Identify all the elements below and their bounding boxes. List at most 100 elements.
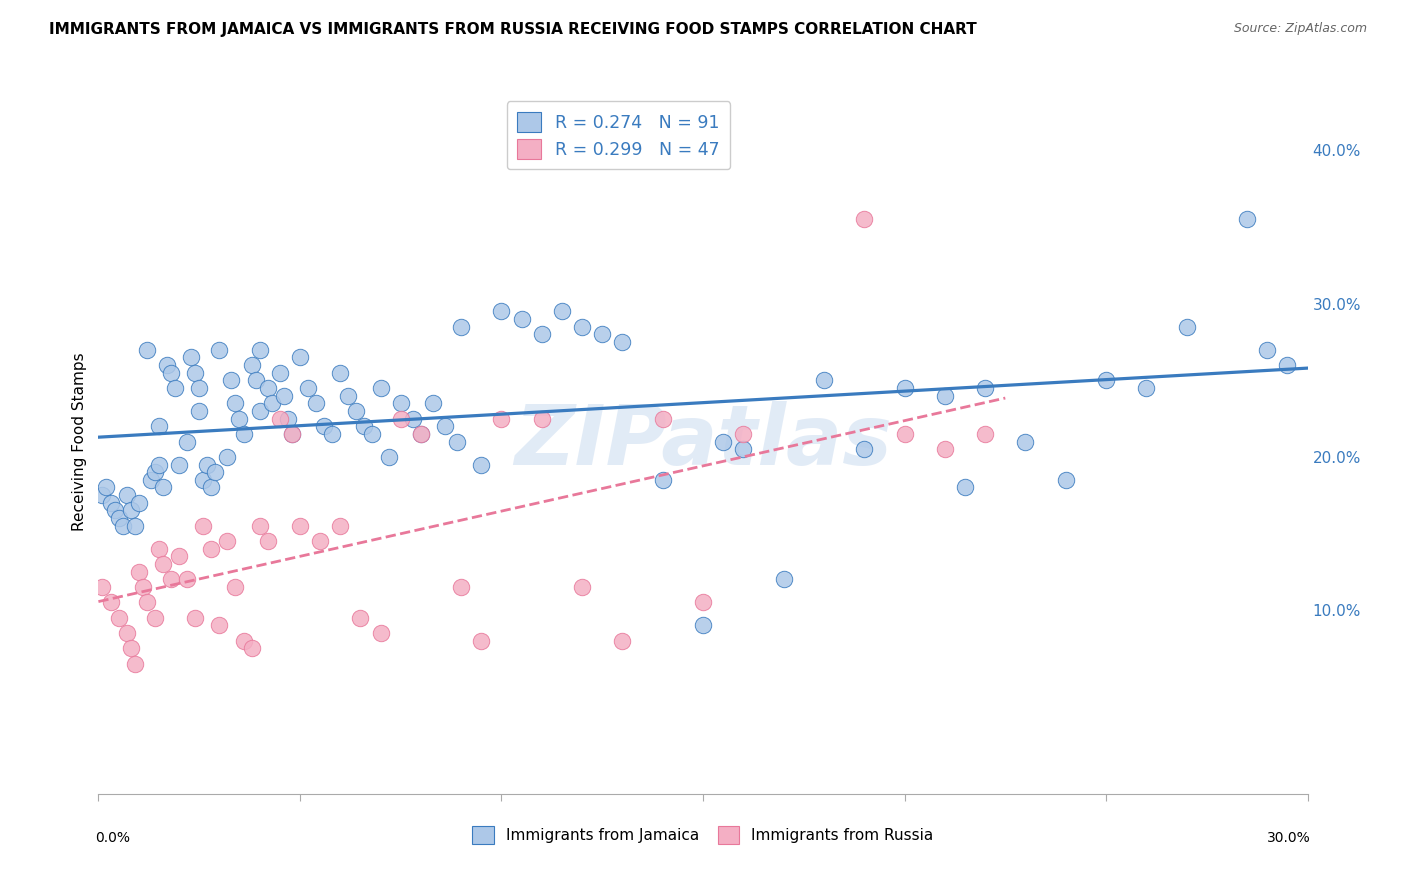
- Point: [1175, 319, 1198, 334]
- Point: [152, 557, 174, 571]
- Point: [470, 458, 492, 472]
- Point: [321, 426, 343, 441]
- Point: [651, 411, 673, 425]
- Text: 0.0%: 0.0%: [96, 831, 131, 846]
- Point: [389, 411, 412, 425]
- Point: [349, 610, 371, 624]
- Point: [733, 442, 755, 457]
- Text: IMMIGRANTS FROM JAMAICA VS IMMIGRANTS FROM RUSSIA RECEIVING FOOD STAMPS CORRELAT: IMMIGRANTS FROM JAMAICA VS IMMIGRANTS FR…: [49, 22, 977, 37]
- Point: [277, 411, 299, 425]
- Point: [974, 426, 997, 441]
- Point: [530, 327, 553, 342]
- Point: [208, 618, 231, 632]
- Point: [124, 657, 146, 671]
- Point: [232, 633, 254, 648]
- Y-axis label: Receiving Food Stamps: Receiving Food Stamps: [72, 352, 87, 531]
- Point: [100, 595, 122, 609]
- Point: [772, 573, 794, 587]
- Point: [217, 534, 239, 549]
- Point: [370, 626, 392, 640]
- Point: [402, 411, 425, 425]
- Point: [353, 419, 375, 434]
- Point: [143, 610, 166, 624]
- Point: [853, 442, 876, 457]
- Point: [208, 343, 231, 357]
- Point: [309, 534, 332, 549]
- Point: [167, 458, 190, 472]
- Point: [733, 426, 755, 441]
- Point: [953, 481, 976, 495]
- Point: [269, 411, 291, 425]
- Point: [184, 366, 207, 380]
- Point: [143, 465, 166, 479]
- Point: [128, 565, 150, 579]
- Point: [1095, 373, 1118, 387]
- Point: [160, 573, 183, 587]
- Point: [224, 396, 246, 410]
- Point: [510, 312, 533, 326]
- Point: [217, 450, 239, 464]
- Point: [188, 404, 211, 418]
- Point: [167, 549, 190, 564]
- Point: [249, 404, 271, 418]
- Point: [200, 481, 222, 495]
- Text: 30.0%: 30.0%: [1267, 831, 1310, 846]
- Point: [156, 358, 179, 372]
- Point: [934, 442, 956, 457]
- Point: [91, 488, 114, 502]
- Point: [176, 434, 198, 449]
- Point: [96, 481, 118, 495]
- Point: [409, 426, 432, 441]
- Point: [288, 351, 311, 365]
- Point: [1014, 434, 1036, 449]
- Point: [180, 351, 202, 365]
- Point: [281, 426, 304, 441]
- Point: [148, 541, 170, 556]
- Point: [240, 641, 263, 656]
- Point: [139, 473, 162, 487]
- Point: [934, 388, 956, 402]
- Point: [893, 426, 915, 441]
- Text: Source: ZipAtlas.com: Source: ZipAtlas.com: [1233, 22, 1367, 36]
- Point: [232, 426, 254, 441]
- Point: [256, 381, 278, 395]
- Point: [135, 595, 157, 609]
- Point: [281, 426, 304, 441]
- Point: [188, 381, 211, 395]
- Point: [100, 496, 122, 510]
- Point: [361, 426, 384, 441]
- Point: [344, 404, 367, 418]
- Point: [711, 434, 734, 449]
- Point: [193, 518, 215, 533]
- Point: [329, 366, 352, 380]
- Point: [491, 411, 513, 425]
- Point: [1256, 343, 1278, 357]
- Point: [551, 304, 574, 318]
- Point: [120, 503, 142, 517]
- Point: [163, 381, 186, 395]
- Point: [1054, 473, 1077, 487]
- Point: [224, 580, 246, 594]
- Point: [269, 366, 291, 380]
- Point: [446, 434, 468, 449]
- Point: [389, 396, 412, 410]
- Point: [692, 618, 714, 632]
- Point: [111, 518, 134, 533]
- Point: [148, 419, 170, 434]
- Point: [103, 503, 125, 517]
- Text: ZIPatlas: ZIPatlas: [515, 401, 891, 482]
- Point: [297, 381, 319, 395]
- Point: [813, 373, 835, 387]
- Point: [260, 396, 283, 410]
- Point: [434, 419, 457, 434]
- Point: [288, 518, 311, 533]
- Point: [329, 518, 352, 533]
- Point: [273, 388, 295, 402]
- Point: [221, 373, 243, 387]
- Point: [470, 633, 492, 648]
- Point: [612, 633, 634, 648]
- Legend: Immigrants from Jamaica, Immigrants from Russia: Immigrants from Jamaica, Immigrants from…: [467, 820, 939, 850]
- Point: [612, 334, 634, 349]
- Point: [245, 373, 267, 387]
- Point: [591, 327, 613, 342]
